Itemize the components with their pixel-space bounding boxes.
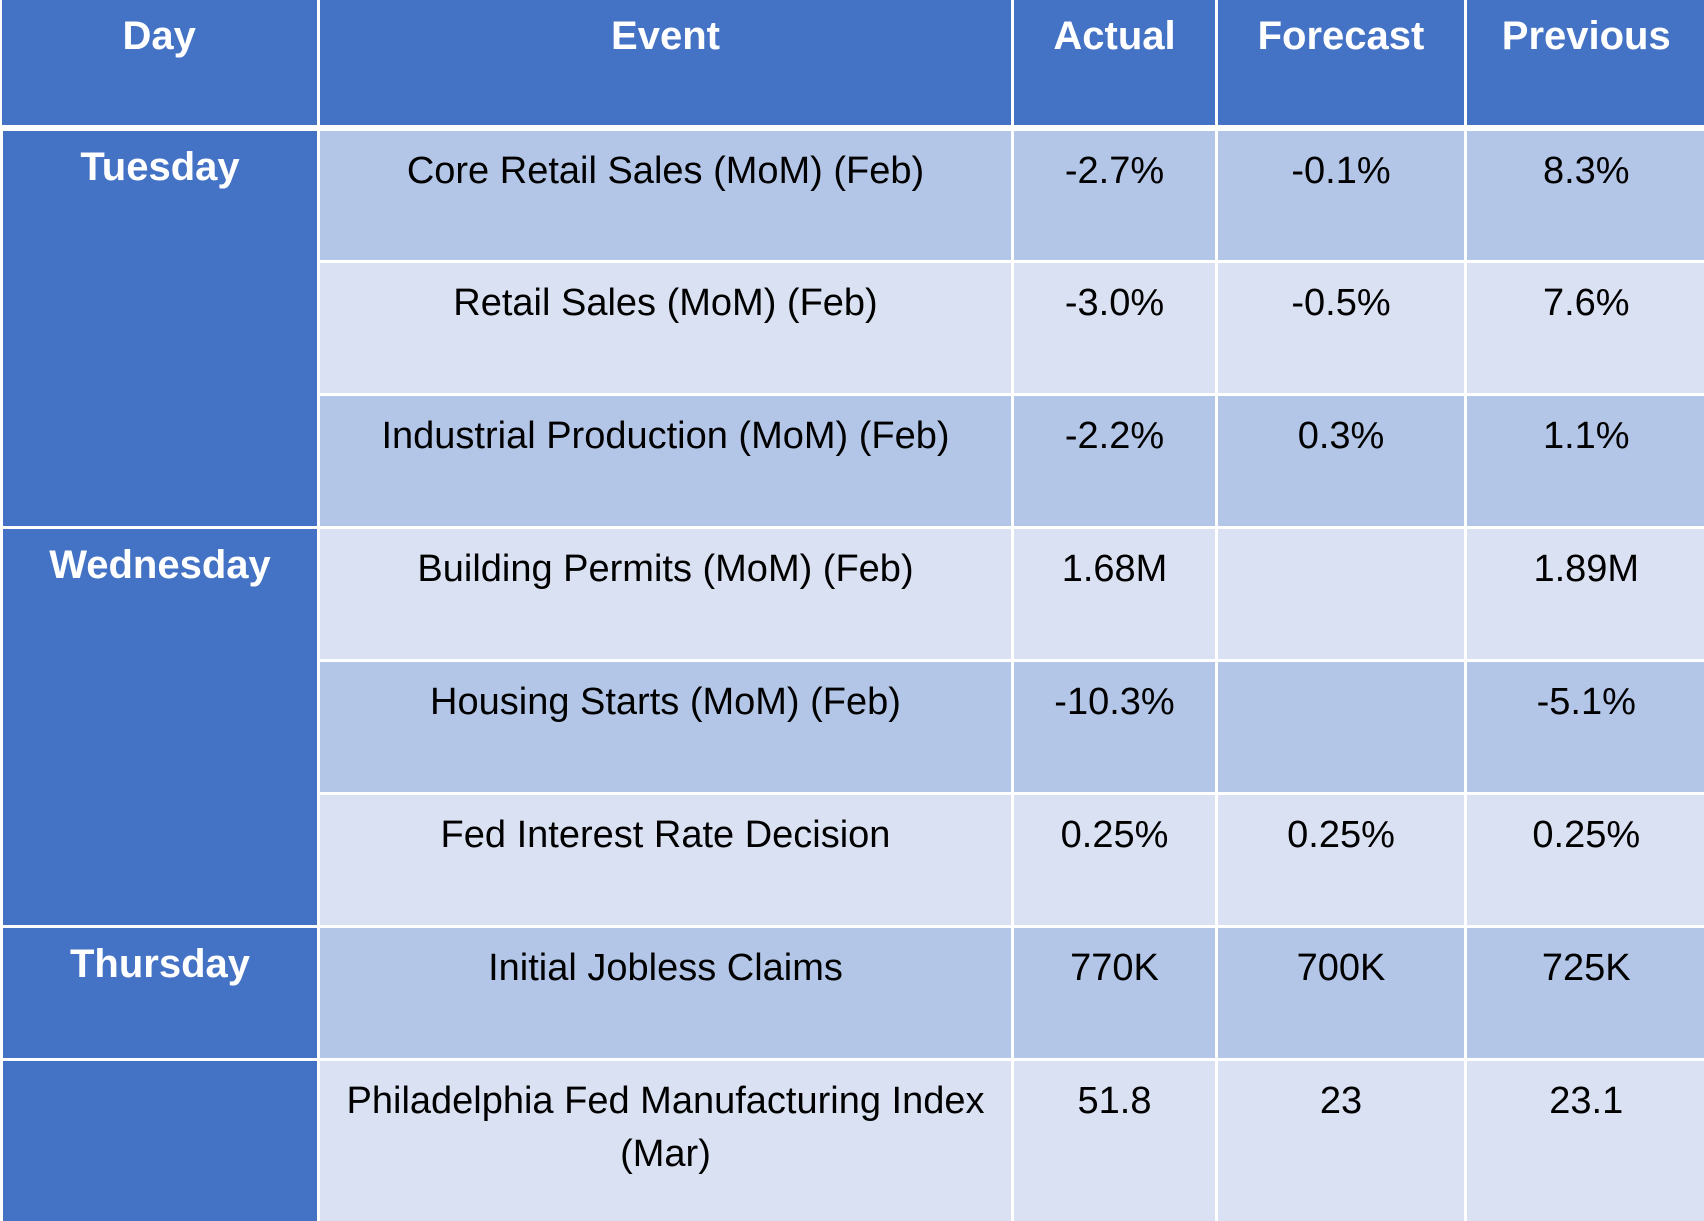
event-cell: Building Permits (MoM) (Feb) xyxy=(319,527,1013,660)
actual-cell: -10.3% xyxy=(1013,660,1217,793)
header-day: Day xyxy=(2,0,319,128)
day-cell-thursday: Thursday xyxy=(2,926,319,1059)
event-cell: Housing Starts (MoM) (Feb) xyxy=(319,660,1013,793)
forecast-cell xyxy=(1217,527,1466,660)
table-row: Philadelphia Fed Manufacturing Index (Ma… xyxy=(2,1059,1704,1221)
previous-cell: 8.3% xyxy=(1466,128,1704,261)
forecast-cell xyxy=(1217,660,1466,793)
event-cell: Philadelphia Fed Manufacturing Index (Ma… xyxy=(319,1059,1013,1221)
table-row: Thursday Initial Jobless Claims 770K 700… xyxy=(2,926,1704,1059)
table-row: Tuesday Core Retail Sales (MoM) (Feb) -2… xyxy=(2,128,1704,261)
previous-cell: 1.89M xyxy=(1466,527,1704,660)
actual-cell: 51.8 xyxy=(1013,1059,1217,1221)
day-cell-wednesday: Wednesday xyxy=(2,527,319,926)
actual-cell: 1.68M xyxy=(1013,527,1217,660)
event-cell: Industrial Production (MoM) (Feb) xyxy=(319,394,1013,527)
forecast-cell: 700K xyxy=(1217,926,1466,1059)
previous-cell: -5.1% xyxy=(1466,660,1704,793)
previous-cell: 0.25% xyxy=(1466,793,1704,926)
header-previous: Previous xyxy=(1466,0,1704,128)
actual-cell: -2.2% xyxy=(1013,394,1217,527)
actual-cell: 770K xyxy=(1013,926,1217,1059)
forecast-cell: 0.25% xyxy=(1217,793,1466,926)
header-actual: Actual xyxy=(1013,0,1217,128)
header-event: Event xyxy=(319,0,1013,128)
actual-cell: -2.7% xyxy=(1013,128,1217,261)
forecast-cell: -0.5% xyxy=(1217,261,1466,394)
forecast-cell: -0.1% xyxy=(1217,128,1466,261)
event-cell: Core Retail Sales (MoM) (Feb) xyxy=(319,128,1013,261)
actual-cell: -3.0% xyxy=(1013,261,1217,394)
event-cell: Retail Sales (MoM) (Feb) xyxy=(319,261,1013,394)
actual-cell: 0.25% xyxy=(1013,793,1217,926)
previous-cell: 1.1% xyxy=(1466,394,1704,527)
event-cell: Fed Interest Rate Decision xyxy=(319,793,1013,926)
header-row: Day Event Actual Forecast Previous xyxy=(2,0,1704,128)
day-cell-empty xyxy=(2,1059,319,1221)
forecast-cell: 0.3% xyxy=(1217,394,1466,527)
event-cell: Initial Jobless Claims xyxy=(319,926,1013,1059)
table-row: Wednesday Building Permits (MoM) (Feb) 1… xyxy=(2,527,1704,660)
previous-cell: 23.1 xyxy=(1466,1059,1704,1221)
previous-cell: 7.6% xyxy=(1466,261,1704,394)
previous-cell: 725K xyxy=(1466,926,1704,1059)
day-cell-tuesday: Tuesday xyxy=(2,128,319,527)
forecast-cell: 23 xyxy=(1217,1059,1466,1221)
header-forecast: Forecast xyxy=(1217,0,1466,128)
